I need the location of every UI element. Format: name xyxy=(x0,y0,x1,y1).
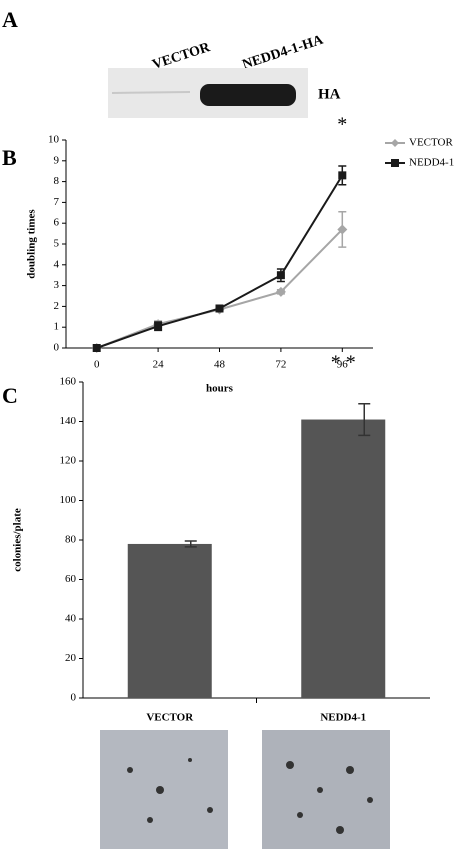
point xyxy=(92,344,101,352)
colony xyxy=(346,766,354,774)
y-axis-label: colonies/plate xyxy=(12,508,24,572)
colony xyxy=(147,817,153,823)
y-tick-label: 60 xyxy=(65,573,77,585)
y-tick-label: 9 xyxy=(54,154,60,166)
panel-label: C xyxy=(2,383,18,408)
y-tick-label: 3 xyxy=(54,279,60,291)
colony xyxy=(156,786,164,794)
blot-label: HA xyxy=(318,86,341,102)
colony xyxy=(286,761,294,769)
series-line xyxy=(96,174,344,349)
y-tick-label: 5 xyxy=(54,238,60,250)
x-tick-label: 72 xyxy=(275,359,286,371)
colony xyxy=(297,812,303,818)
annotation: * xyxy=(337,114,347,136)
y-tick-label: 4 xyxy=(54,258,60,270)
y-tick-label: 0 xyxy=(71,692,77,704)
point xyxy=(215,304,224,313)
point xyxy=(338,171,347,180)
legend-marker xyxy=(391,159,399,167)
y-tick-label: 0 xyxy=(54,342,60,354)
colony xyxy=(188,758,192,762)
x-tick-label: VECTOR xyxy=(146,712,194,724)
x-tick-label: 0 xyxy=(94,359,100,371)
lane-label: VECTOR xyxy=(151,40,213,73)
y-tick-label: 80 xyxy=(65,534,77,546)
y-tick-label: 8 xyxy=(54,175,60,187)
series-line xyxy=(96,228,344,349)
annotation: * * xyxy=(331,352,356,374)
y-tick-label: 20 xyxy=(65,652,77,664)
point xyxy=(276,271,285,280)
colony-image xyxy=(262,730,390,849)
y-tick-label: 7 xyxy=(54,196,60,208)
legend-label: VECTOR xyxy=(409,137,453,149)
y-tick-label: 40 xyxy=(65,613,77,625)
legend-label: NEDD4-1 xyxy=(409,157,454,169)
x-tick-label: 96 xyxy=(337,359,349,371)
colony xyxy=(127,767,133,773)
faint-band xyxy=(111,91,191,94)
colony xyxy=(207,807,213,813)
colony-image xyxy=(100,730,228,849)
colony-images xyxy=(100,730,390,849)
legend-marker xyxy=(391,139,399,147)
colony xyxy=(317,787,323,793)
blot-band xyxy=(200,84,296,106)
y-tick-label: 10 xyxy=(48,134,60,146)
x-tick-label: 24 xyxy=(153,359,165,371)
colony xyxy=(367,797,373,803)
error-bar xyxy=(184,540,197,548)
y-tick-label: 1 xyxy=(54,321,60,333)
x-tick-label: NEDD4-1 xyxy=(320,712,366,724)
y-tick-label: 2 xyxy=(54,300,60,312)
x-axis-label: hours xyxy=(206,383,234,395)
x-tick-label: 48 xyxy=(214,359,226,371)
colony xyxy=(336,826,344,834)
bar xyxy=(301,419,386,698)
y-tick-label: 120 xyxy=(60,455,77,467)
y-tick-label: 160 xyxy=(60,376,77,388)
y-tick-label: 140 xyxy=(60,415,77,427)
y-tick-label: 100 xyxy=(60,494,77,506)
y-axis-label: doubling times xyxy=(26,209,38,279)
point xyxy=(275,286,286,297)
error-bar xyxy=(358,402,371,437)
lane-label: NEDD4-1-HA xyxy=(241,32,326,72)
bar xyxy=(127,543,212,698)
point xyxy=(154,322,163,331)
point xyxy=(337,224,348,235)
y-tick-label: 6 xyxy=(54,217,60,229)
panel-label: B xyxy=(2,145,17,170)
panel-label: A xyxy=(2,7,18,32)
